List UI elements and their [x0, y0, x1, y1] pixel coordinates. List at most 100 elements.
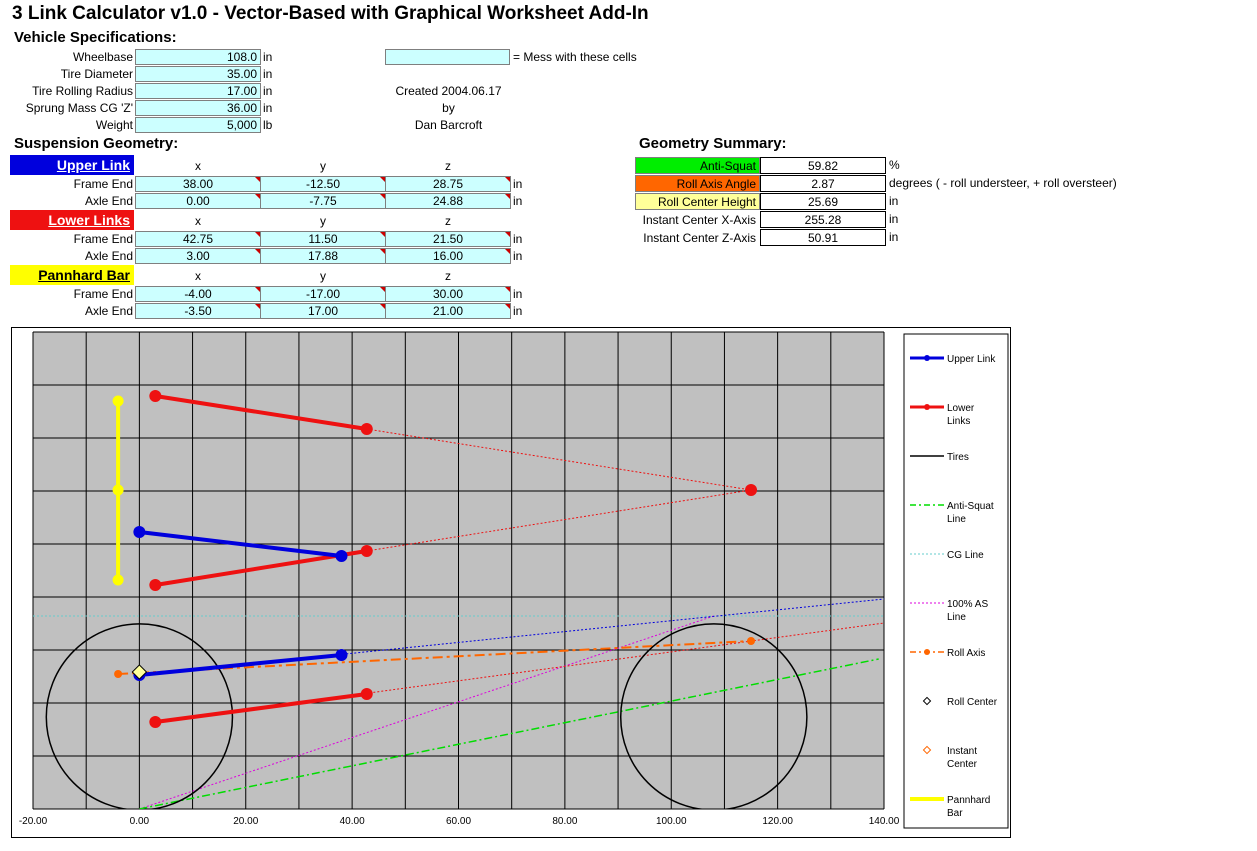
x-tick-label: 140.00: [869, 816, 900, 827]
summary-value: 25.69: [760, 193, 886, 210]
pannhard-bar-frame-x-input[interactable]: -4.00: [135, 286, 261, 302]
lower-link-plan-point: [149, 579, 162, 591]
unit-label: in: [513, 287, 523, 301]
pannhard-bar-tag: Pannhard Bar: [10, 265, 134, 285]
roll-axis-point: [114, 670, 123, 678]
legend-swatch: [924, 404, 930, 410]
frame-end-label: Frame End: [73, 232, 133, 246]
lower-link-plan-point: [360, 423, 373, 435]
unit-label: in: [513, 177, 523, 191]
spec-label: Sprung Mass CG 'Z': [25, 101, 133, 115]
lower-links-tag: Lower Links: [10, 210, 134, 230]
x-tick-label: 100.00: [656, 816, 687, 827]
author-name: Dan Barcroft: [414, 118, 483, 132]
spec-input[interactable]: 17.00: [135, 83, 261, 99]
summary-label: Roll Center Height: [635, 193, 760, 210]
lower-link-plan-point: [360, 545, 373, 557]
col-y-header: y: [320, 159, 326, 173]
summary-unit: in: [889, 230, 899, 244]
lower-link-plan-point: [149, 390, 162, 402]
pannhard-bar-frame-z-input[interactable]: 30.00: [385, 286, 511, 302]
legend-label: Pannhard: [947, 795, 990, 806]
lower-link-plan-line: [155, 394, 368, 431]
spec-input[interactable]: 108.0: [135, 49, 261, 65]
upper-link-axle-z-input[interactable]: 24.88: [385, 193, 511, 209]
upper-link-plan-point: [133, 526, 146, 538]
upper-link-side-line: [139, 653, 342, 677]
axle-end-label: Axle End: [84, 249, 133, 263]
summary-header: Geometry Summary:: [639, 135, 787, 152]
legend-label: Instant: [947, 746, 977, 757]
pannhard-bar-axle-y-input[interactable]: 17.00: [260, 303, 386, 319]
legend-swatch: [922, 745, 932, 755]
roll-center-marker: [131, 664, 148, 680]
legend-label: 100% AS: [947, 599, 988, 610]
spec-label: Tire Rolling Radius: [32, 84, 133, 98]
legend-swatch: [922, 696, 932, 706]
legend-label: Center: [947, 759, 978, 770]
spec-label: Tire Diameter: [60, 67, 133, 81]
pannhard-bar-axle-x-input[interactable]: -3.50: [135, 303, 261, 319]
pannhard-bar-point: [112, 484, 124, 496]
summary-value: 255.28: [760, 211, 886, 228]
legend-note: = Mess with these cells: [513, 50, 637, 64]
lower-links-frame-x-input[interactable]: 42.75: [135, 231, 261, 247]
col-x-header: x: [195, 269, 201, 283]
legend-label: Tires: [947, 452, 969, 463]
lower-link-side-point: [360, 688, 373, 700]
upper-link-plan-line: [139, 530, 342, 558]
spec-unit: in: [263, 101, 273, 115]
legend-box: [903, 333, 1009, 829]
spec-input[interactable]: 5,000: [135, 117, 261, 133]
upper-link-frame-z-input[interactable]: 28.75: [385, 176, 511, 192]
col-z-header: z: [445, 159, 451, 173]
frame-end-label: Frame End: [73, 287, 133, 301]
lower-link-side-point: [149, 716, 162, 728]
pannhard-bar-point: [112, 574, 124, 586]
unit-label: in: [513, 232, 523, 246]
summary-label: Instant Center X-Axis: [635, 211, 760, 228]
spec-unit: in: [263, 67, 273, 81]
summary-unit: %: [889, 158, 900, 172]
summary-value: 59.82: [760, 157, 886, 174]
legend-label: Links: [947, 416, 970, 427]
summary-value: 2.87: [760, 175, 886, 192]
summary-label: Instant Center Z-Axis: [635, 229, 760, 246]
upper-link-axle-x-input[interactable]: 0.00: [135, 193, 261, 209]
lower-link-plan-intersection: [745, 484, 758, 496]
lower-links-frame-y-input[interactable]: 11.50: [260, 231, 386, 247]
page-title: 3 Link Calculator v1.0 - Vector-Based wi…: [12, 3, 649, 24]
legend-label: Line: [947, 612, 966, 623]
spec-input[interactable]: 35.00: [135, 66, 261, 82]
unit-label: in: [513, 194, 523, 208]
spec-unit: in: [263, 50, 273, 64]
legend-label: CG Line: [947, 550, 984, 561]
upper-link-plan-point: [335, 550, 348, 562]
legend-label: Roll Axis: [947, 648, 985, 659]
legend-label: Roll Center: [947, 697, 998, 708]
upper-link-axle-y-input[interactable]: -7.75: [260, 193, 386, 209]
legend-label: Upper Link: [947, 354, 996, 365]
summary-unit: degrees ( - roll understeer, + roll over…: [889, 176, 1117, 190]
tire-circle: [45, 623, 234, 809]
upper-link-tag: Upper Link: [10, 155, 134, 175]
suspension-header: Suspension Geometry:: [14, 135, 179, 152]
plan-lower-extension: [366, 428, 752, 491]
lower-links-axle-z-input[interactable]: 16.00: [385, 248, 511, 264]
col-z-header: z: [445, 214, 451, 228]
roll-axis-point: [747, 637, 756, 645]
legend-swatch: [924, 355, 930, 361]
x-tick-label: 60.00: [446, 816, 471, 827]
x-tick-label: 20.00: [233, 816, 258, 827]
pannhard-bar-point: [112, 395, 124, 407]
lower-link-side-line: [155, 692, 368, 724]
axle-end-label: Axle End: [84, 304, 133, 318]
legend-label: Anti-Squat: [947, 501, 994, 512]
lower-links-frame-z-input[interactable]: 21.50: [385, 231, 511, 247]
lower-links-axle-x-input[interactable]: 3.00: [135, 248, 261, 264]
spec-input[interactable]: 36.00: [135, 100, 261, 116]
frame-end-label: Frame End: [73, 177, 133, 191]
pannhard-bar-axle-z-input[interactable]: 21.00: [385, 303, 511, 319]
lower-links-axle-y-input[interactable]: 17.88: [260, 248, 386, 264]
